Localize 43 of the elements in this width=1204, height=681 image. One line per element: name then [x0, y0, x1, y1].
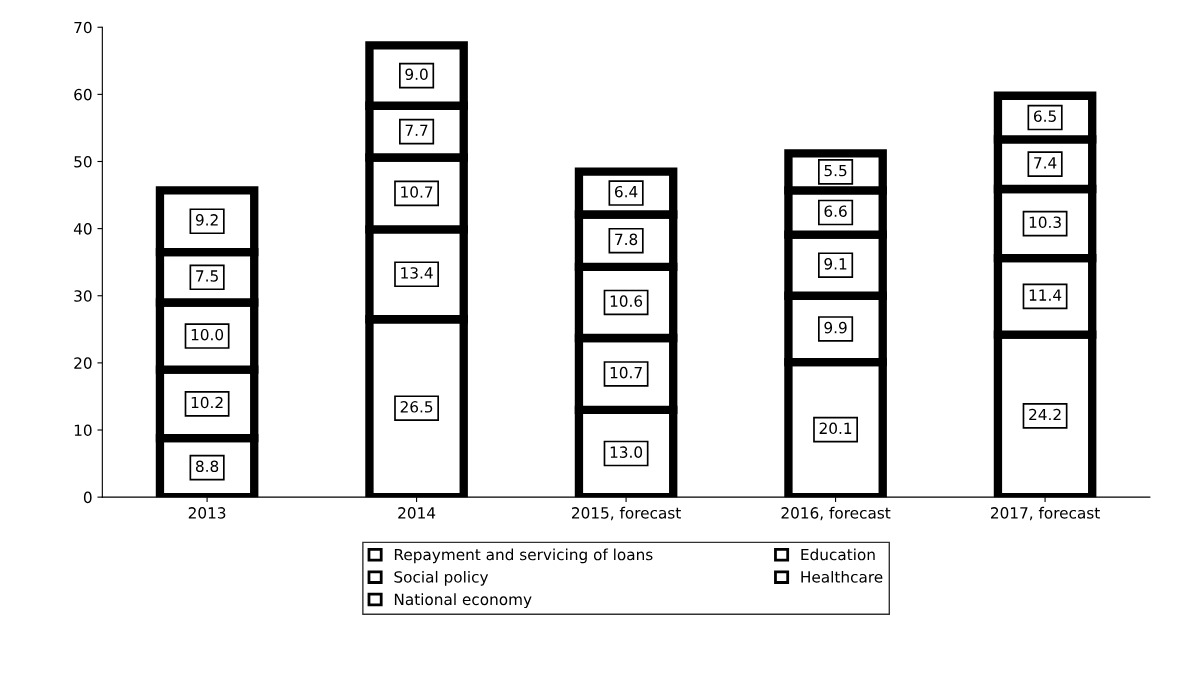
- data-label: 7.5: [196, 270, 218, 282]
- data-label: 7.4: [1034, 157, 1057, 169]
- y-tick-label: 10: [74, 424, 92, 437]
- data-label: 9.0: [405, 68, 428, 80]
- data-label: 24.2: [1029, 408, 1061, 421]
- x-tick-label: 2015, forecast: [572, 506, 681, 521]
- x-tick-label: 2017, forecast: [991, 506, 1100, 521]
- data-label: 6.6: [824, 205, 847, 217]
- data-label: 26.5: [400, 401, 433, 413]
- data-label: 10.3: [1029, 216, 1061, 229]
- data-label: 7.7: [405, 124, 428, 136]
- y-tick-label: 50: [74, 155, 92, 168]
- data-label: 10.7: [610, 366, 642, 379]
- legend-label: Education: [801, 548, 875, 561]
- data-label: 9.1: [824, 258, 847, 270]
- data-label: 8.8: [195, 460, 219, 473]
- y-tick-label: 60: [74, 88, 92, 101]
- y-tick-label: 70: [74, 21, 92, 34]
- x-tick-label: 2014: [398, 507, 436, 519]
- legend-label: National economy: [394, 593, 532, 609]
- data-label: 6.4: [615, 185, 638, 198]
- x-tick-label: 2013: [188, 507, 226, 519]
- data-label: 11.4: [1029, 289, 1062, 301]
- x-tick-label: 2016, forecast: [781, 506, 891, 521]
- data-label: 10.0: [191, 328, 224, 341]
- legend-label: Healthcare: [801, 570, 883, 583]
- data-label: 20.1: [819, 422, 852, 435]
- data-label: 10.7: [401, 186, 433, 198]
- legend-label: Repayment and servicing of loans: [394, 548, 653, 564]
- y-tick-label: 0: [83, 491, 92, 504]
- data-label: 9.2: [195, 214, 218, 226]
- data-label: 7.8: [615, 233, 638, 246]
- data-label: 10.2: [191, 396, 223, 409]
- data-label: 10.6: [610, 295, 643, 307]
- data-label: 9.9: [824, 321, 847, 334]
- data-label: 13.0: [610, 446, 643, 458]
- data-label: 5.5: [824, 164, 847, 177]
- legend-label: Social policy: [394, 570, 489, 586]
- y-tick-label: 30: [74, 290, 92, 302]
- data-label: 6.5: [1033, 110, 1056, 122]
- y-tick-label: 40: [73, 223, 92, 235]
- data-label: 13.4: [401, 267, 433, 279]
- y-tick-label: 20: [74, 357, 92, 369]
